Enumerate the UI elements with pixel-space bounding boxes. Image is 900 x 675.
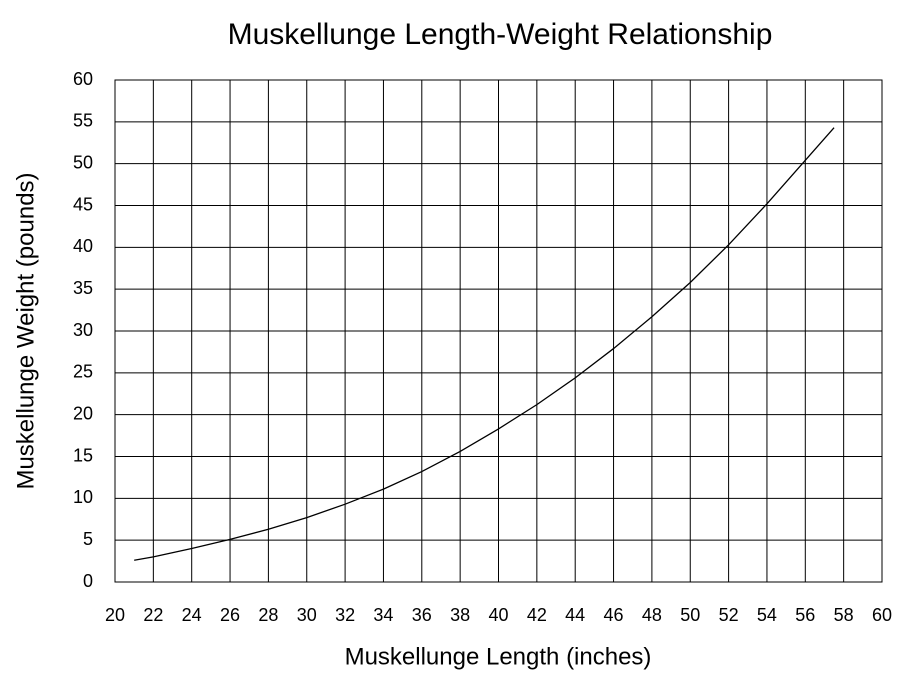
y-tick-label: 10 bbox=[73, 487, 93, 507]
x-tick-label: 58 bbox=[834, 605, 854, 625]
y-axis-label: Muskellunge Weight (pounds) bbox=[12, 172, 39, 489]
y-tick-label: 40 bbox=[73, 236, 93, 256]
x-tick-label: 38 bbox=[450, 605, 470, 625]
x-tick-label: 44 bbox=[565, 605, 585, 625]
plot-border bbox=[114, 79, 883, 583]
x-tick-label: 22 bbox=[143, 605, 163, 625]
x-tick-label: 56 bbox=[795, 605, 815, 625]
y-tick-label: 35 bbox=[73, 278, 93, 298]
x-tick-label: 60 bbox=[872, 605, 892, 625]
x-tick-label: 46 bbox=[604, 605, 624, 625]
x-tick-label: 50 bbox=[680, 605, 700, 625]
x-tick-label: 26 bbox=[220, 605, 240, 625]
data-line bbox=[134, 127, 835, 561]
x-tick-label: 48 bbox=[642, 605, 662, 625]
x-tick-label: 34 bbox=[373, 605, 393, 625]
y-tick-label: 60 bbox=[73, 69, 93, 89]
y-tick-label: 50 bbox=[73, 152, 93, 172]
x-tick-label: 30 bbox=[297, 605, 317, 625]
y-tick-label: 55 bbox=[73, 111, 93, 131]
y-tick-label: 20 bbox=[73, 403, 93, 423]
x-tick-label: 32 bbox=[335, 605, 355, 625]
x-tick-label: 52 bbox=[719, 605, 739, 625]
x-tick-label: 20 bbox=[105, 605, 125, 625]
x-tick-label: 28 bbox=[258, 605, 278, 625]
chart-title: Muskellunge Length-Weight Relationship bbox=[228, 18, 773, 51]
x-axis-label: Muskellunge Length (inches) bbox=[345, 643, 652, 670]
y-tick-label: 15 bbox=[73, 445, 93, 465]
y-tick-label: 30 bbox=[73, 320, 93, 340]
x-tick-label: 40 bbox=[488, 605, 508, 625]
x-tick-label: 42 bbox=[527, 605, 547, 625]
y-tick-label: 0 bbox=[83, 571, 93, 591]
y-tick-label: 45 bbox=[73, 194, 93, 214]
x-tick-label: 54 bbox=[757, 605, 777, 625]
y-tick-label: 5 bbox=[83, 529, 93, 549]
y-tick-label: 25 bbox=[73, 362, 93, 382]
x-tick-label: 24 bbox=[182, 605, 202, 625]
x-tick-label: 36 bbox=[412, 605, 432, 625]
